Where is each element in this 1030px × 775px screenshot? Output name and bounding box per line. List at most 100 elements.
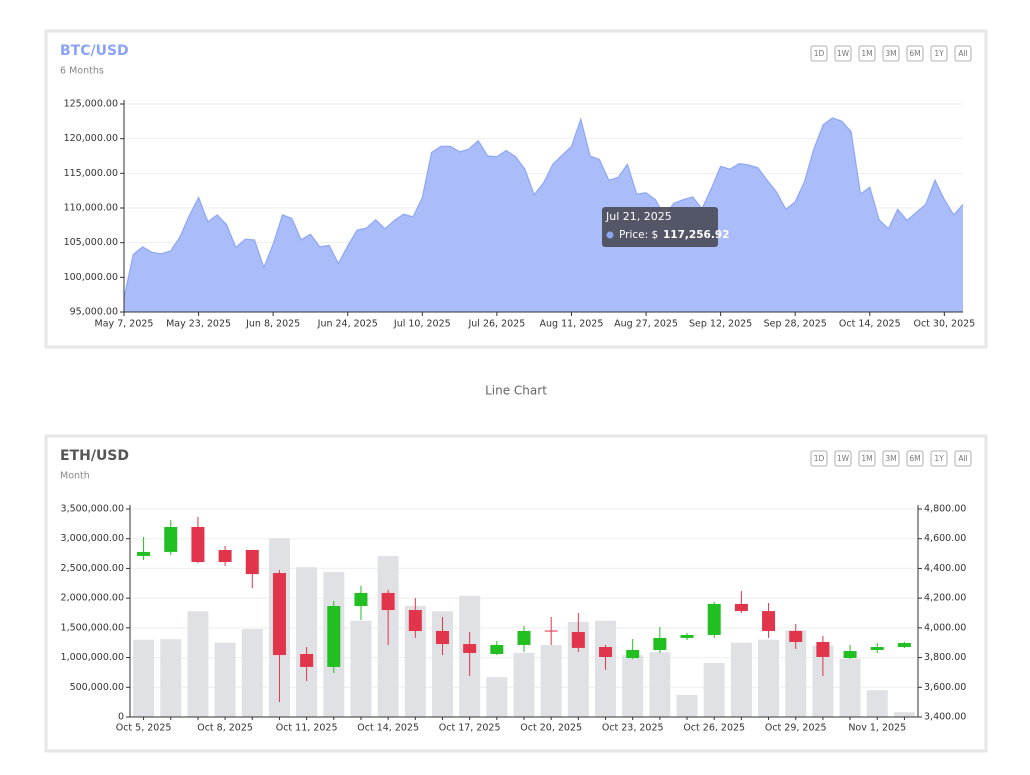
y-tick-label: 3,000,000.00 [61,533,124,544]
range-button-label: 1M [861,454,872,463]
range-button-box [834,450,852,467]
tooltip-label: Price: $ [619,229,658,241]
range-button-box [858,450,876,467]
range-button[interactable]: 1D [810,450,828,467]
y-tick-label: 120,000.00 [64,133,118,144]
volume-bar [160,639,182,717]
candle-body [571,632,585,648]
range-button[interactable]: 1W [834,45,852,62]
candle-body [680,634,694,638]
volume-bar [187,611,209,717]
y-tick-label: 3,500,000.00 [61,504,124,515]
x-tick-label: Oct 29, 2025 [765,723,827,734]
y-tick-label: 2,000,000.00 [61,593,124,604]
card-subtitle: Month [60,471,90,482]
card-title: ETH/USD [60,448,129,464]
volume-bar [296,567,318,717]
range-button[interactable]: 1M [858,45,876,62]
x-tick-label: Oct 20, 2025 [520,723,582,734]
volume-bar [133,639,155,717]
y-tick-label: 2,500,000.00 [61,563,124,574]
range-button[interactable]: 1M [858,450,876,467]
candle-body [327,606,341,667]
candle-body [137,551,151,556]
volume-bar [785,630,807,717]
range-button-label: 3M [885,454,896,463]
tooltip: Jul 21, 2025 Price: $ 117,256.92 [602,207,729,247]
caption: Line Chart [485,384,547,398]
range-button-label: 1D [814,454,825,463]
range-button-box [858,45,876,62]
volume-bar [758,639,780,717]
candle-body [653,637,667,650]
tooltip-value: 117,256.92 [663,229,729,241]
x-tick-label: Sep 12, 2025 [689,319,752,330]
range-button[interactable]: 6M [906,45,924,62]
range-button-box [954,450,972,467]
x-tick-label: Oct 26, 2025 [683,723,745,734]
candle-body [164,526,178,552]
volume-bar [649,652,671,717]
y2-tick-label: 3,400.00 [924,712,966,723]
x-tick-label: Oct 5, 2025 [116,723,172,734]
range-button[interactable]: 6M [906,450,924,467]
range-button-label: 1Y [934,49,944,58]
candle-body [490,644,504,655]
card-subtitle: 6 Months [60,66,104,77]
volume-bar [241,629,263,717]
range-button[interactable]: All [954,45,972,62]
volume-bar [703,662,725,717]
range-button[interactable]: 1D [810,45,828,62]
x-tick-label: Jun 24, 2025 [317,319,378,330]
y-tick-label: 95,000.00 [70,307,118,318]
y-tick-label: 110,000.00 [64,203,118,214]
tooltip-title: Jul 21, 2025 [605,210,672,223]
range-button-label: 6M [909,454,920,463]
y-tick-label: 0 [118,712,124,723]
range-button[interactable]: 1W [834,450,852,467]
y-tick-label: 500,000.00 [70,682,124,693]
range-button-label: 3M [885,49,896,58]
y2-tick-label: 4,800.00 [924,504,966,515]
y2-tick-label: 4,000.00 [924,622,966,633]
volume-bar [812,645,834,717]
volume-bar [730,642,752,717]
range-button[interactable]: 3M [882,450,900,467]
volume-bar [513,652,535,717]
range-button-label: 1D [814,49,825,58]
candle-body [354,592,368,607]
candle-body [870,647,884,650]
candle-body [707,603,721,635]
x-tick-label: Jun 8, 2025 [245,319,300,330]
candle-body [245,550,259,575]
range-button-box [954,45,972,62]
y2-tick-label: 4,600.00 [924,533,966,544]
range-button[interactable]: 3M [882,45,900,62]
volume-bar [540,645,562,717]
range-button-label: 1Y [934,454,944,463]
x-tick-label: Jul 26, 2025 [467,319,525,330]
x-tick-label: Oct 14, 2025 [357,723,419,734]
x-tick-label: Oct 11, 2025 [276,723,338,734]
range-button-box [882,450,900,467]
range-button-box [906,45,924,62]
card-title: BTC/USD [60,43,129,59]
y-tick-label: 105,000.00 [64,237,118,248]
range-button-label: All [958,49,967,58]
y-tick-label: 1,500,000.00 [61,622,124,633]
range-button[interactable]: 1Y [930,450,948,467]
y2-tick-label: 4,400.00 [924,563,966,574]
y2-tick-label: 4,200.00 [924,593,966,604]
range-button-label: 6M [909,49,920,58]
range-button[interactable]: All [954,450,972,467]
volume-bar [866,690,888,717]
candle-body [463,644,477,653]
x-tick-label: Oct 30, 2025 [913,319,975,330]
range-button[interactable]: 1Y [930,45,948,62]
x-tick-label: Jul 10, 2025 [393,319,451,330]
range-button-label: 1W [837,49,850,58]
x-tick-label: Oct 23, 2025 [602,723,664,734]
range-button-label: 1W [837,454,850,463]
candle-body [381,592,395,611]
